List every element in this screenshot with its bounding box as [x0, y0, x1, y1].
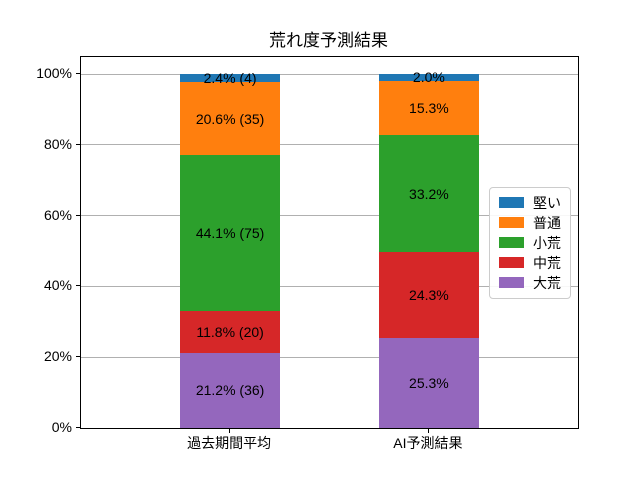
bar-segment-label: 44.1% (75) — [195, 225, 265, 242]
legend-item: 堅い — [499, 193, 561, 213]
bar-segment-label: 2.4% (4) — [203, 69, 257, 86]
legend-label: 小荒 — [533, 234, 561, 251]
bar-2: 25.3% 24.3% 33.2% 15.3% 2.0% — [378, 57, 479, 428]
legend-label: 大荒 — [533, 274, 561, 291]
bar-segment: 25.3% — [378, 338, 479, 428]
x-tick-label: 過去期間平均 — [187, 435, 272, 451]
legend: 堅い普通小荒中荒大荒 — [489, 186, 571, 299]
legend-swatch — [499, 237, 524, 248]
legend-label: 中荒 — [533, 254, 561, 271]
y-tick-mark — [76, 285, 80, 287]
y-tick-label: 0% — [51, 419, 72, 435]
grid-line — [81, 356, 578, 358]
y-tick-mark — [76, 143, 80, 145]
legend-item: 大荒 — [499, 273, 561, 293]
grid-line — [81, 215, 578, 217]
y-tick-mark — [76, 73, 80, 74]
bar-segment: 11.8% (20) — [180, 311, 281, 353]
y-tick-label: 20% — [43, 348, 72, 365]
y-tick-label: 60% — [43, 206, 72, 223]
y-tick-mark — [76, 214, 80, 216]
y-tick-label: 40% — [43, 277, 72, 294]
bar-segment: 2.0% — [378, 69, 479, 85]
bar-segment: 33.2% — [378, 134, 479, 253]
x-tick-mark — [427, 429, 429, 433]
y-tick-mark — [76, 356, 80, 358]
legend-label: 普通 — [533, 214, 561, 231]
bar-segment: 15.3% — [378, 80, 479, 135]
bar-segment-label: 15.3% — [409, 99, 449, 116]
y-tick-label: 80% — [43, 135, 72, 152]
chart-title: 荒れ度予測結果 — [269, 31, 388, 50]
bar-segment-label: 25.3% — [409, 375, 449, 392]
y-tick-mark — [76, 427, 80, 428]
bar-1: 21.2% (36) 11.8% (20) 44.1% (75) 20.6% (35)… — [180, 57, 281, 428]
bar-segment-label: 20.6% (35) — [195, 110, 265, 127]
x-tick-mark — [229, 429, 231, 433]
grid-line — [81, 285, 578, 287]
bar-segment-label: 33.2% — [409, 185, 449, 202]
bar-segment-label: 2.0% — [412, 69, 445, 86]
plot-area: 21.2% (36) 11.8% (20) 44.1% (75) 20.6% (35)… — [80, 56, 579, 429]
grid-line — [81, 73, 578, 75]
bar-segment-label: 21.2% (36) — [195, 382, 265, 399]
legend-swatch — [499, 197, 524, 208]
y-tick-label: 100% — [36, 65, 72, 81]
legend-item: 普通 — [499, 213, 561, 233]
legend-swatch — [499, 257, 524, 268]
bar-segment: 2.4% (4) — [180, 70, 281, 86]
legend-label: 堅い — [533, 194, 561, 211]
bar-segment-label: 11.8% (20) — [196, 324, 264, 341]
bar-segment: 20.6% (35) — [180, 82, 281, 156]
bar-segment-label: 24.3% — [409, 287, 449, 304]
legend-item: 中荒 — [499, 253, 561, 273]
legend-swatch — [499, 277, 524, 288]
grid-line — [81, 144, 578, 146]
bar-segment: 21.2% (36) — [180, 352, 281, 428]
legend-item: 小荒 — [499, 233, 561, 253]
legend-swatch — [499, 217, 524, 228]
bar-segment: 44.1% (75) — [180, 155, 281, 312]
x-tick-label: AI予測結果 — [393, 435, 463, 451]
bar-segment: 24.3% — [378, 252, 479, 339]
